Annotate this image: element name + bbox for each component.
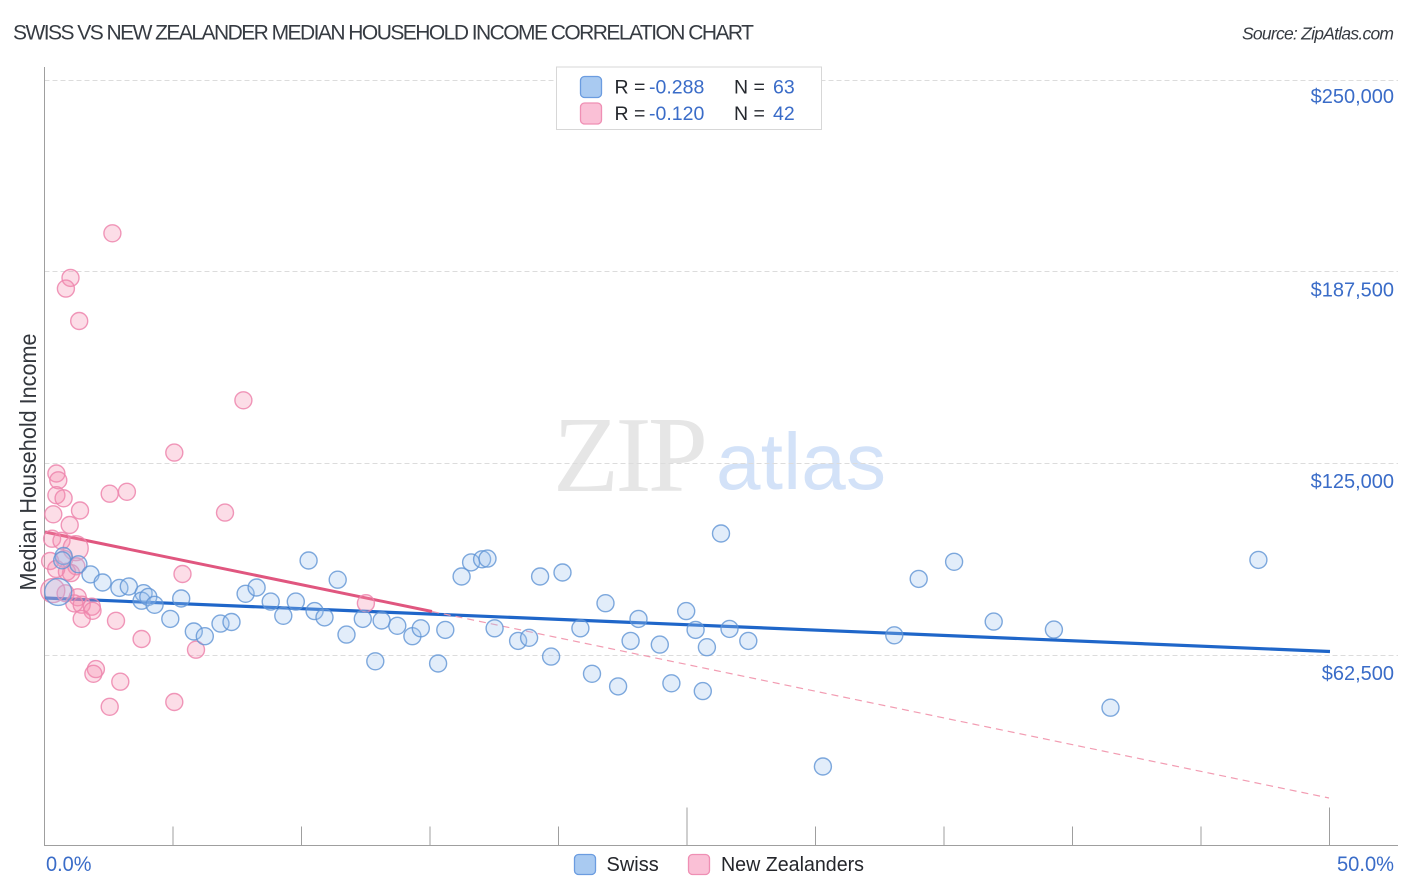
svg-text:$187,500: $187,500 bbox=[1311, 280, 1394, 302]
svg-text:N =: N = bbox=[734, 77, 765, 99]
svg-text:Median Household Income: Median Household Income bbox=[15, 334, 41, 591]
svg-text:N =: N = bbox=[734, 103, 765, 125]
svg-text:50.0%: 50.0% bbox=[1337, 853, 1394, 876]
svg-text:ZIP: ZIP bbox=[553, 396, 708, 515]
svg-text:$62,500: $62,500 bbox=[1322, 663, 1394, 685]
svg-text:-0.288: -0.288 bbox=[649, 77, 704, 99]
svg-text:R =: R = bbox=[615, 77, 646, 99]
svg-text:-0.120: -0.120 bbox=[649, 103, 704, 125]
svg-text:$250,000: $250,000 bbox=[1311, 86, 1394, 108]
svg-text:Swiss: Swiss bbox=[607, 854, 659, 876]
svg-text:atlas: atlas bbox=[716, 417, 886, 506]
svg-text:42: 42 bbox=[773, 103, 795, 125]
svg-text:$125,000: $125,000 bbox=[1311, 471, 1394, 493]
svg-text:0.0%: 0.0% bbox=[46, 853, 92, 876]
svg-text:63: 63 bbox=[773, 77, 795, 99]
svg-text:Source: ZipAtlas.com: Source: ZipAtlas.com bbox=[1242, 24, 1394, 44]
svg-text:R =: R = bbox=[615, 103, 646, 125]
svg-text:SWISS VS NEW ZEALANDER MEDIAN: SWISS VS NEW ZEALANDER MEDIAN HOUSEHOLD … bbox=[13, 22, 754, 45]
svg-text:New Zealanders: New Zealanders bbox=[721, 854, 864, 876]
